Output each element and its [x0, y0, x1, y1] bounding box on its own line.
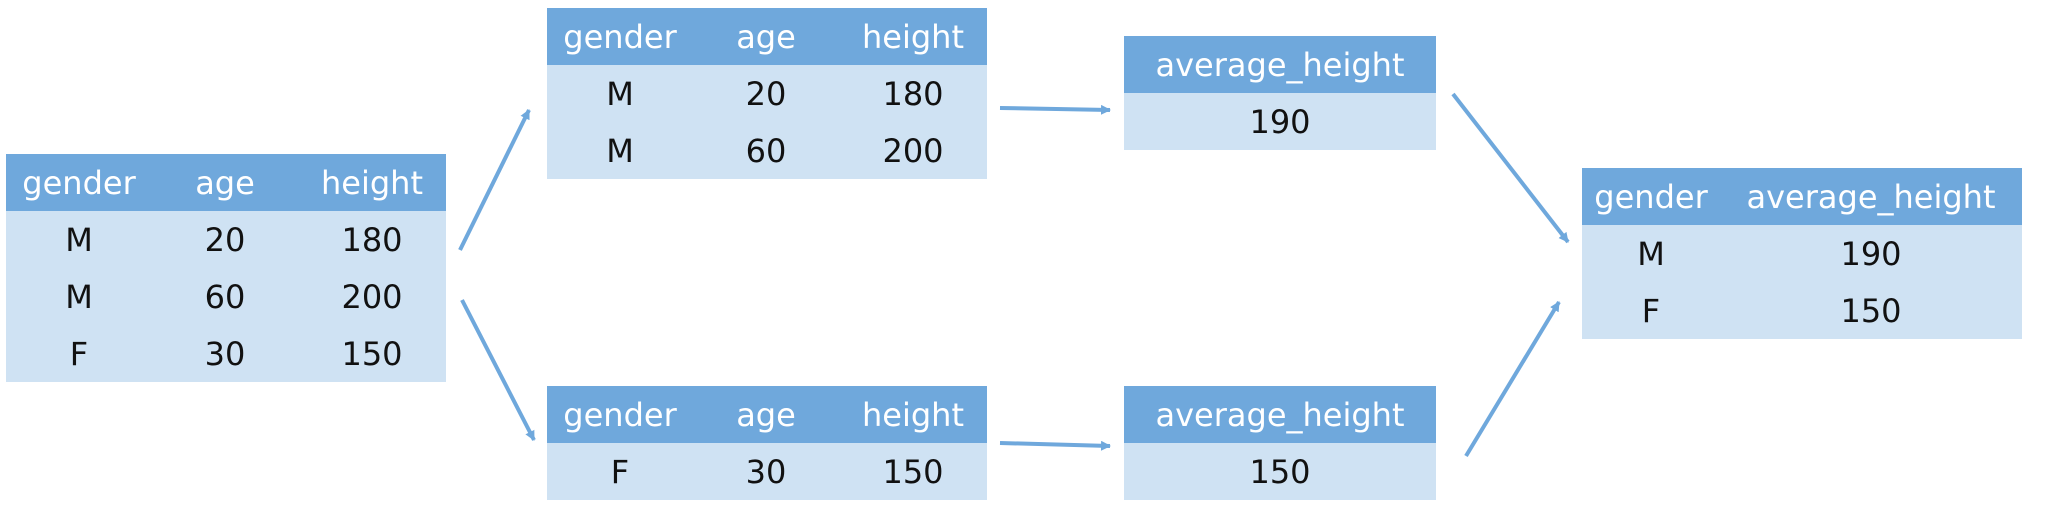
arrow-combine-f [1464, 300, 1561, 458]
table-cell: 200 [882, 131, 944, 170]
table-row: M 190 [1582, 225, 2022, 282]
table-header: gender average_height [1582, 168, 2022, 225]
column-header-average-height: average_height [1155, 395, 1405, 434]
table-source: gender age height M 20 180 M 60 200 F 30 150 [6, 154, 446, 382]
column-header-age: age [736, 17, 796, 56]
table-row: F 30 150 [6, 325, 446, 382]
table-cell: 150 [1840, 291, 1902, 330]
table-header: gender age height [6, 154, 446, 211]
table-cell: M [65, 277, 93, 316]
table-cell: 190 [1249, 102, 1311, 141]
arrow-split-f [460, 299, 536, 441]
table-cell: M [606, 74, 634, 113]
column-header-gender: gender [563, 17, 677, 56]
table-cell: 180 [341, 220, 403, 259]
column-header-height: height [862, 395, 964, 434]
table-row: F 30 150 [547, 443, 987, 500]
table-cell: 60 [204, 277, 246, 316]
column-header-height: height [321, 163, 423, 202]
arrow-apply-f [999, 440, 1111, 451]
table-row: M 60 200 [547, 122, 987, 179]
table-split-f: gender age height F 30 150 [547, 386, 987, 500]
table-header: average_height [1124, 386, 1436, 443]
table-cell: 20 [204, 220, 246, 259]
column-header-average-height: average_height [1155, 45, 1405, 84]
column-header-age: age [736, 395, 796, 434]
table-cell: M [606, 131, 634, 170]
arrow-apply-m [999, 104, 1111, 115]
table-row: 150 [1124, 443, 1436, 500]
table-row: 190 [1124, 93, 1436, 150]
table-apply-m: average_height 190 [1124, 36, 1436, 150]
table-cell: M [1637, 234, 1665, 273]
column-header-age: age [195, 163, 255, 202]
table-cell: F [1641, 291, 1661, 330]
table-row: F 150 [1582, 282, 2022, 339]
arrow-combine-m [1451, 92, 1570, 244]
table-header: average_height [1124, 36, 1436, 93]
table-cell: 60 [745, 131, 787, 170]
table-cell: 150 [882, 452, 944, 491]
table-cell: 150 [341, 334, 403, 373]
column-header-average-height: average_height [1746, 177, 1996, 216]
table-cell: F [610, 452, 630, 491]
arrow-split-m [458, 109, 531, 251]
table-cell: M [65, 220, 93, 259]
table-cell: 30 [745, 452, 787, 491]
table-combined: gender average_height M 190 F 150 [1582, 168, 2022, 339]
table-row: M 20 180 [547, 65, 987, 122]
column-header-gender: gender [22, 163, 136, 202]
table-cell: 200 [341, 277, 403, 316]
table-header: gender age height [547, 8, 987, 65]
table-cell: 150 [1249, 452, 1311, 491]
table-split-m: gender age height M 20 180 M 60 200 [547, 8, 987, 179]
column-header-height: height [862, 17, 964, 56]
table-header: gender age height [547, 386, 987, 443]
table-apply-f: average_height 150 [1124, 386, 1436, 500]
table-cell: 30 [204, 334, 246, 373]
column-header-gender: gender [1594, 177, 1708, 216]
table-cell: F [69, 334, 89, 373]
table-cell: 190 [1840, 234, 1902, 273]
table-row: M 20 180 [6, 211, 446, 268]
table-cell: 180 [882, 74, 944, 113]
table-cell: 20 [745, 74, 787, 113]
table-row: M 60 200 [6, 268, 446, 325]
column-header-gender: gender [563, 395, 677, 434]
